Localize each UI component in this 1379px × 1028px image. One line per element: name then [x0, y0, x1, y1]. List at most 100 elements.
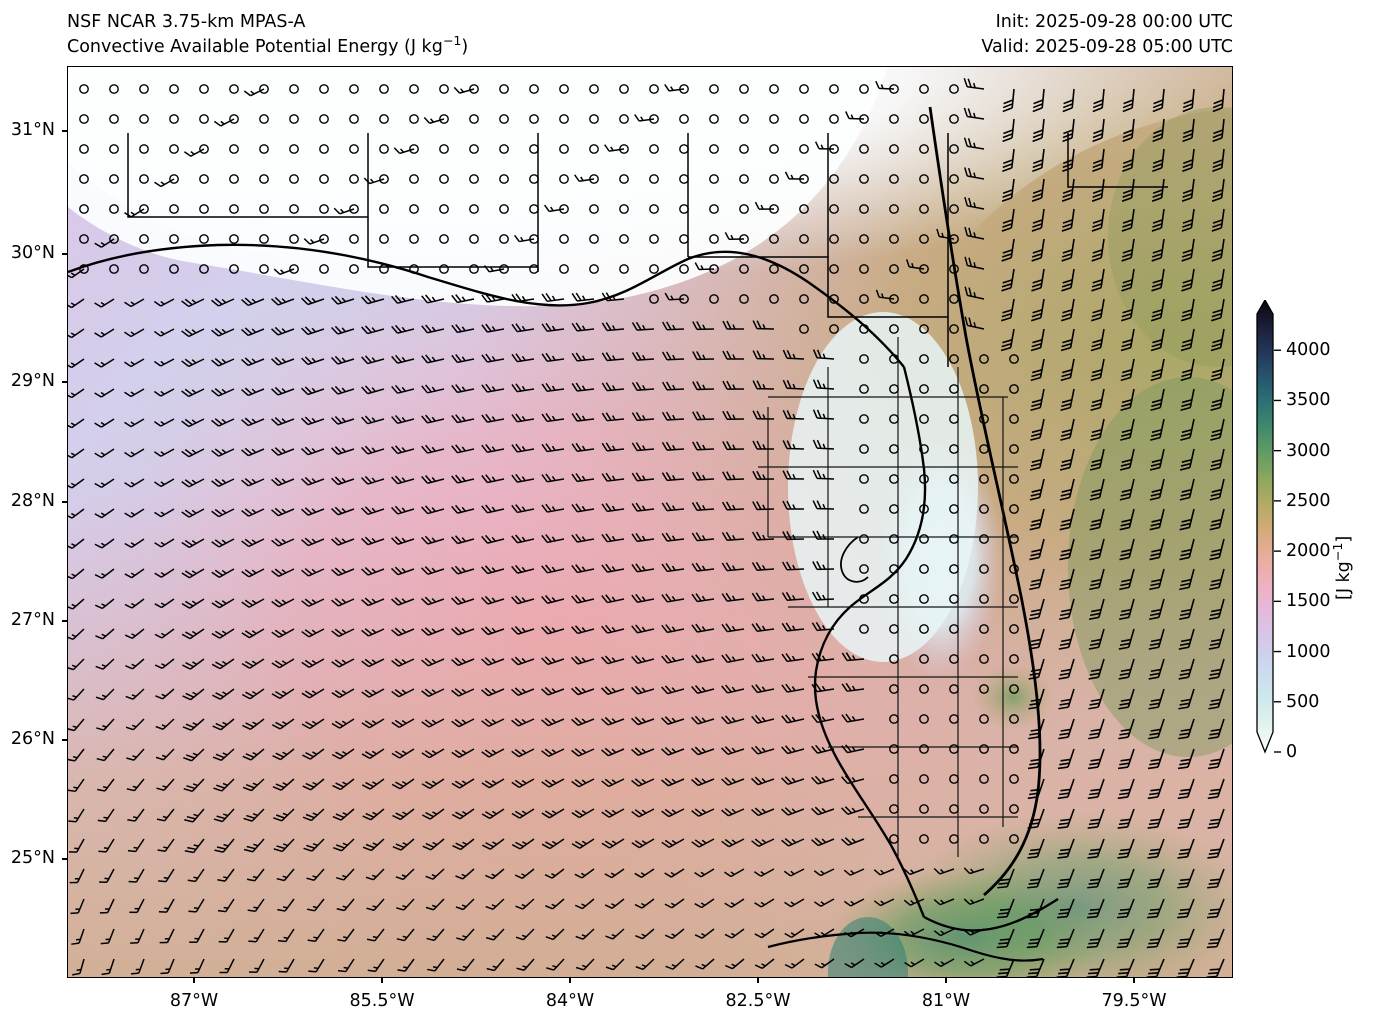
calm-wind-circle	[259, 174, 269, 184]
calm-wind-circle	[319, 84, 329, 94]
calm-wind-circle	[589, 114, 599, 124]
calm-wind-circle	[409, 174, 419, 184]
calm-wind-circle	[79, 84, 89, 94]
calm-wind-circle	[229, 264, 239, 274]
calm-wind-circle	[919, 384, 929, 394]
calm-wind-circle	[949, 804, 959, 814]
calm-wind-circle	[1009, 444, 1019, 454]
y-tickmark	[62, 253, 67, 255]
calm-wind-circle	[709, 114, 719, 124]
calm-wind-circle	[979, 534, 989, 544]
calm-wind-circle	[349, 84, 359, 94]
calm-wind-circle	[349, 234, 359, 244]
calm-wind-circle	[379, 114, 389, 124]
calm-wind-circle	[1009, 564, 1019, 574]
x-tick-label: 85.5°W	[349, 991, 415, 1011]
x-tickmark	[381, 978, 383, 983]
calm-wind-circle	[199, 144, 209, 154]
y-tick-label: 27°N	[10, 610, 55, 630]
calm-wind-circle	[169, 114, 179, 124]
calm-wind-circle	[859, 264, 869, 274]
calm-wind-circle	[409, 264, 419, 274]
calm-wind-circle	[709, 144, 719, 154]
calm-wind-circle	[439, 264, 449, 274]
x-tick-label: 82.5°W	[725, 991, 791, 1011]
model-name: NSF NCAR 3.75-km MPAS-A	[67, 12, 306, 32]
calm-wind-circle	[679, 174, 689, 184]
calm-wind-circle	[919, 414, 929, 424]
calm-wind-circle	[889, 654, 899, 664]
calm-wind-circle	[439, 114, 449, 124]
cape-filled-contours	[68, 67, 1232, 977]
calm-wind-circle	[439, 234, 449, 244]
calm-wind-circle	[169, 204, 179, 214]
east-florida-coastline	[928, 106, 1042, 897]
calm-wind-circle	[949, 474, 959, 484]
calm-wind-circle	[949, 594, 959, 604]
calm-wind-circle	[439, 204, 449, 214]
calm-wind-circle	[979, 684, 989, 694]
calm-wind-circle	[769, 294, 779, 304]
calm-wind-circle	[949, 684, 959, 694]
map-axes[interactable]	[67, 66, 1233, 978]
calm-wind-circle	[889, 264, 899, 274]
calm-wind-circle	[79, 204, 89, 214]
calm-wind-circle	[619, 84, 629, 94]
calm-wind-circle	[709, 204, 719, 214]
figure-title-left: NSF NCAR 3.75-km MPAS-A Convective Avail…	[67, 10, 468, 60]
calm-wind-circle	[499, 114, 509, 124]
calm-wind-circle	[919, 204, 929, 214]
calm-wind-circle	[919, 654, 929, 664]
calm-wind-circle	[919, 804, 929, 814]
calm-wind-circle	[139, 114, 149, 124]
calm-wind-circle	[619, 234, 629, 244]
calm-wind-circle	[529, 204, 539, 214]
calm-wind-circle	[949, 504, 959, 514]
calm-wind-circle	[1009, 534, 1019, 544]
calm-wind-circle	[889, 774, 899, 784]
calm-wind-circle	[829, 294, 839, 304]
calm-wind-circle	[349, 264, 359, 274]
calm-wind-circle	[529, 144, 539, 154]
calm-wind-circle	[139, 84, 149, 94]
calm-wind-circle	[1009, 654, 1019, 664]
calm-wind-circle	[979, 384, 989, 394]
calm-wind-circle	[919, 504, 929, 514]
x-tickmark	[193, 978, 195, 983]
calm-wind-circle	[169, 84, 179, 94]
calm-wind-circle	[919, 474, 929, 484]
calm-wind-circle	[229, 204, 239, 214]
calm-wind-circle	[799, 114, 809, 124]
calm-wind-circle	[1009, 834, 1019, 844]
calm-wind-circle	[259, 264, 269, 274]
calm-wind-circle	[769, 234, 779, 244]
colorbar[interactable]: 0 500 1000 1500 2000 2500 3000 3500 4000 [J kg−1…	[1248, 300, 1379, 762]
calm-wind-circle	[919, 774, 929, 784]
calm-wind-circle	[79, 144, 89, 154]
calm-wind-circle	[829, 84, 839, 94]
calm-wind-circle	[979, 444, 989, 454]
calm-wind-circle	[1009, 684, 1019, 694]
calm-wind-circle	[619, 114, 629, 124]
calm-wind-circle	[619, 264, 629, 274]
calm-wind-circle	[1009, 504, 1019, 514]
calm-wind-circle	[919, 534, 929, 544]
calm-wind-circle	[889, 174, 899, 184]
calm-wind-circle	[949, 444, 959, 454]
calm-wind-circle	[1009, 744, 1019, 754]
calm-wind-circle	[859, 204, 869, 214]
calm-wind-circle	[799, 264, 809, 274]
calm-wind-circle	[169, 234, 179, 244]
calm-wind-circle	[949, 564, 959, 574]
calm-wind-circle	[649, 204, 659, 214]
colorbar-outline	[1256, 300, 1274, 754]
calm-wind-circle	[919, 324, 929, 334]
y-tickmark	[62, 739, 67, 741]
calm-wind-circle	[919, 234, 929, 244]
calm-wind-circle	[889, 564, 899, 574]
calm-wind-circle	[769, 144, 779, 154]
calm-wind-circle	[499, 84, 509, 94]
calm-wind-circle	[859, 384, 869, 394]
calm-wind-circle	[919, 144, 929, 154]
calm-wind-circle	[979, 624, 989, 634]
